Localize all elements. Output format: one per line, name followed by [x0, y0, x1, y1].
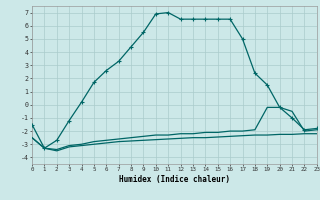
- X-axis label: Humidex (Indice chaleur): Humidex (Indice chaleur): [119, 175, 230, 184]
